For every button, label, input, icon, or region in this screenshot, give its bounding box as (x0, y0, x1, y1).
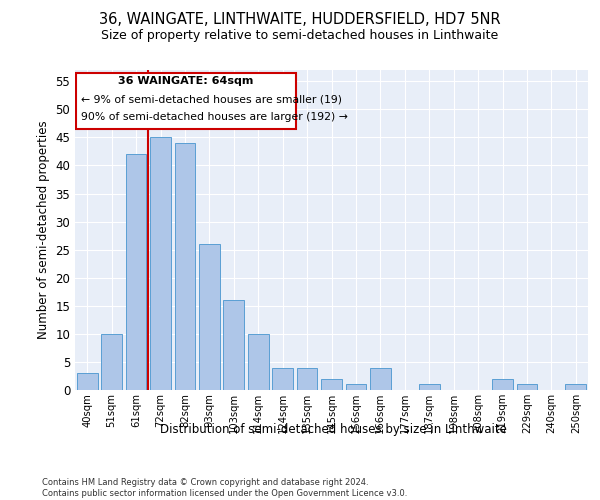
Bar (199, 244, 220, 390)
Bar (248, 334, 269, 390)
Bar (101, 334, 122, 390)
Bar (419, 384, 440, 390)
Text: Distribution of semi-detached houses by size in Linthwaite: Distribution of semi-detached houses by … (160, 422, 506, 436)
Bar (370, 368, 391, 390)
Text: 36 WAINGATE: 64sqm: 36 WAINGATE: 64sqm (118, 76, 254, 86)
Bar (492, 379, 513, 390)
Bar (321, 379, 342, 390)
Y-axis label: Number of semi-detached properties: Number of semi-detached properties (37, 120, 50, 340)
Text: 36, WAINGATE, LINTHWAITE, HUDDERSFIELD, HD7 5NR: 36, WAINGATE, LINTHWAITE, HUDDERSFIELD, … (99, 12, 501, 28)
Bar (150, 138, 171, 390)
Bar (125, 154, 146, 390)
Bar (272, 368, 293, 390)
Bar (517, 384, 538, 390)
Bar (346, 384, 367, 390)
FancyBboxPatch shape (76, 73, 296, 129)
Text: Size of property relative to semi-detached houses in Linthwaite: Size of property relative to semi-detach… (101, 29, 499, 42)
Bar (77, 373, 98, 390)
Bar (223, 300, 244, 390)
Text: 90% of semi-detached houses are larger (192) →: 90% of semi-detached houses are larger (… (81, 112, 348, 122)
Text: ← 9% of semi-detached houses are smaller (19): ← 9% of semi-detached houses are smaller… (81, 95, 342, 105)
Bar (296, 368, 317, 390)
Bar (175, 143, 196, 390)
Text: Contains HM Land Registry data © Crown copyright and database right 2024.
Contai: Contains HM Land Registry data © Crown c… (42, 478, 407, 498)
Bar (565, 384, 586, 390)
